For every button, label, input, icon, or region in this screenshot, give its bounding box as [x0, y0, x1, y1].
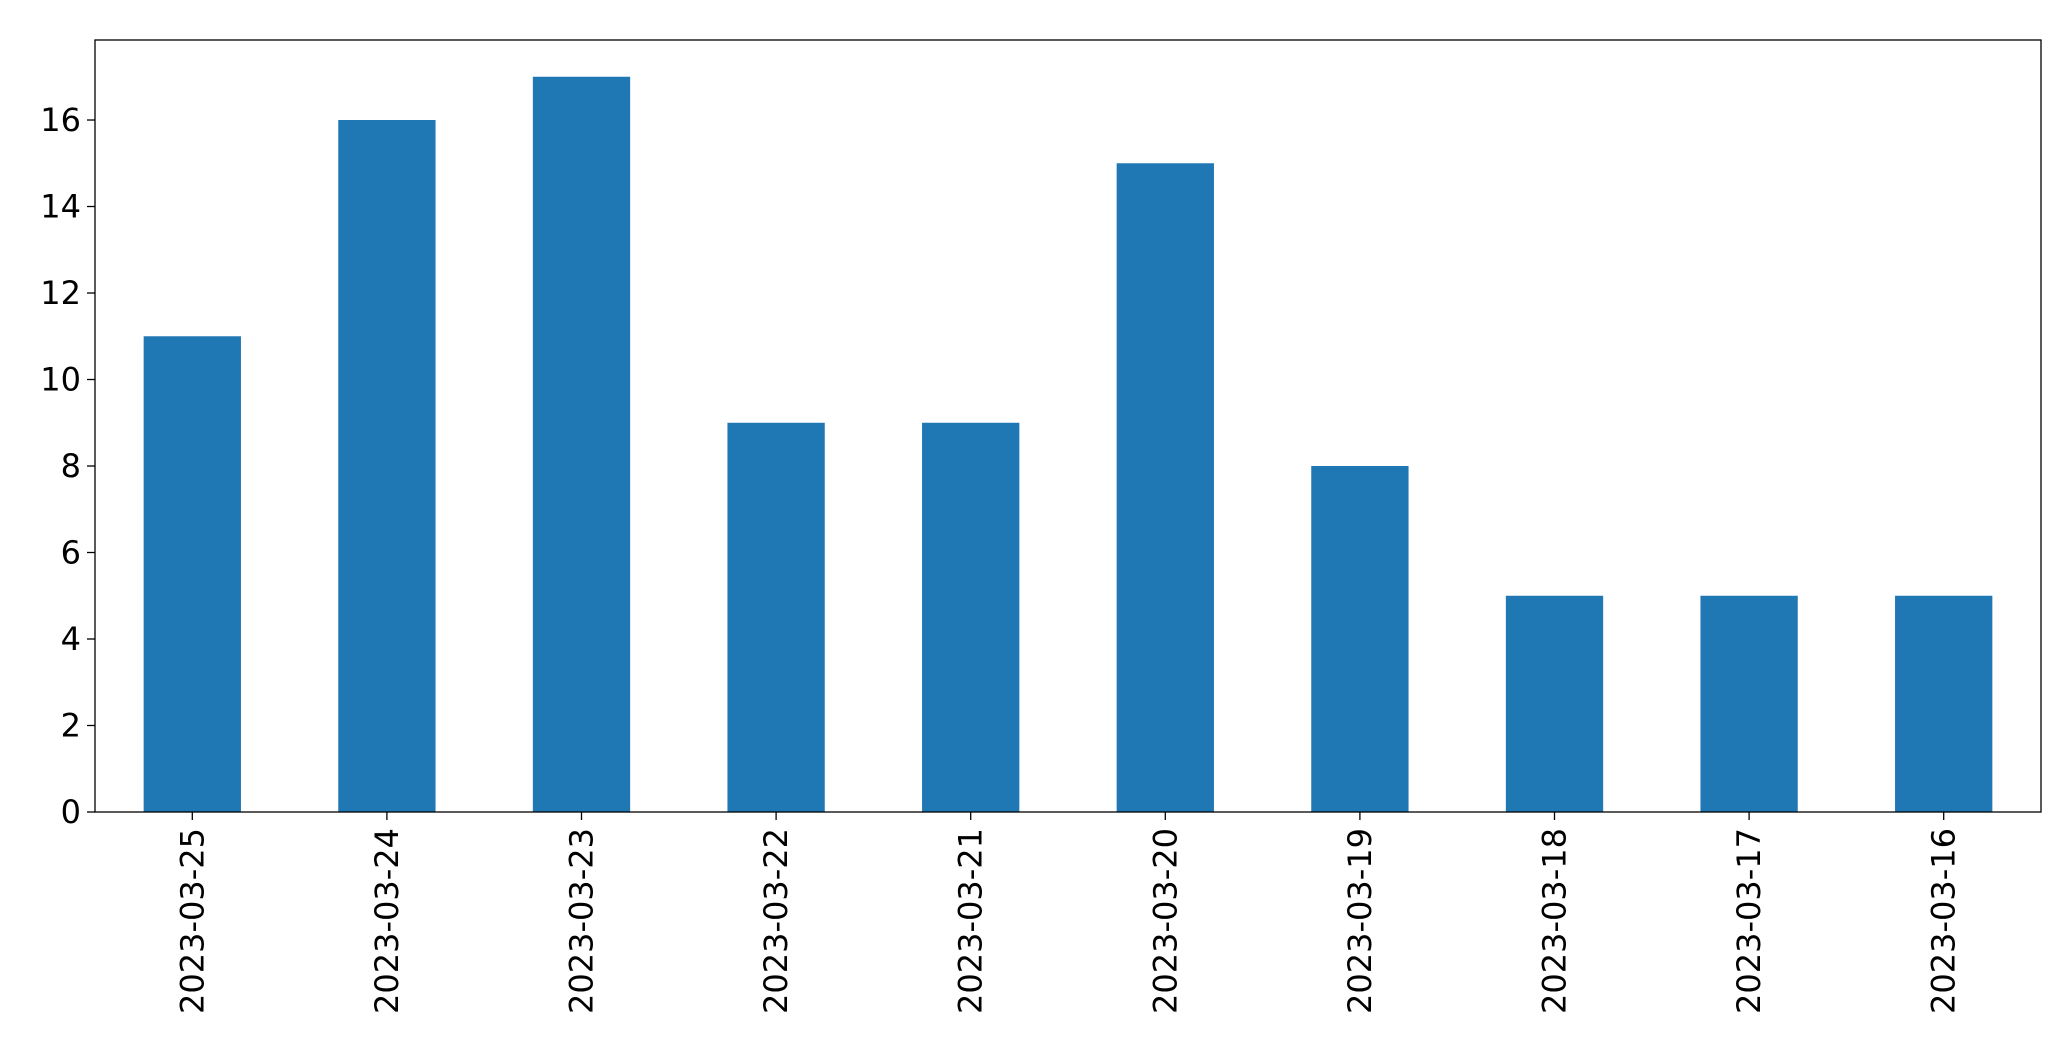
bar-2023-03-25 [143, 336, 241, 812]
bar-2023-03-18 [1505, 595, 1604, 812]
y-tick-label: 14 [40, 188, 81, 226]
plot-frame [94, 39, 2042, 813]
y-tick-label: 8 [61, 447, 81, 485]
x-tick-label: 2023-03-24 [368, 828, 406, 1014]
x-tick-label: 2023-03-20 [1146, 828, 1184, 1014]
y-tick-label: 12 [40, 274, 81, 312]
x-tick-label: 2023-03-23 [563, 828, 601, 1014]
x-tick-label: 2023-03-16 [1925, 828, 1963, 1014]
bar-2023-03-21 [922, 422, 1020, 812]
bar-2023-03-24 [338, 120, 436, 812]
bar-2023-03-23 [532, 76, 631, 812]
y-tick-label: 2 [61, 707, 81, 745]
x-tick-label: 2023-03-19 [1341, 828, 1379, 1014]
y-tick-label: 6 [61, 534, 81, 572]
x-tick-label: 2023-03-18 [1536, 828, 1574, 1014]
bars-group [143, 76, 1993, 812]
y-tick-label: 0 [61, 793, 81, 831]
bar-2023-03-20 [1116, 163, 1214, 812]
bar-2023-03-16 [1895, 595, 1993, 812]
x-axis: 2023-03-25 2023-03-24 2023-03-23 2023-03-22… [173, 812, 1963, 1014]
x-tick-label: 2023-03-22 [757, 828, 795, 1014]
y-tick-label: 4 [61, 620, 81, 658]
y-tick-label: 10 [40, 361, 81, 399]
x-tick-label: 2023-03-25 [173, 828, 211, 1014]
x-tick-label: 2023-03-21 [952, 828, 990, 1014]
bar-2023-03-19 [1311, 466, 1409, 812]
y-axis: 0 2 4 6 8 10 12 14 16 [40, 101, 95, 831]
x-tick-label: 2023-03-17 [1730, 828, 1768, 1014]
bar-2023-03-17 [1700, 595, 1798, 812]
y-tick-label: 16 [40, 101, 81, 139]
bar-2023-03-22 [727, 422, 825, 812]
